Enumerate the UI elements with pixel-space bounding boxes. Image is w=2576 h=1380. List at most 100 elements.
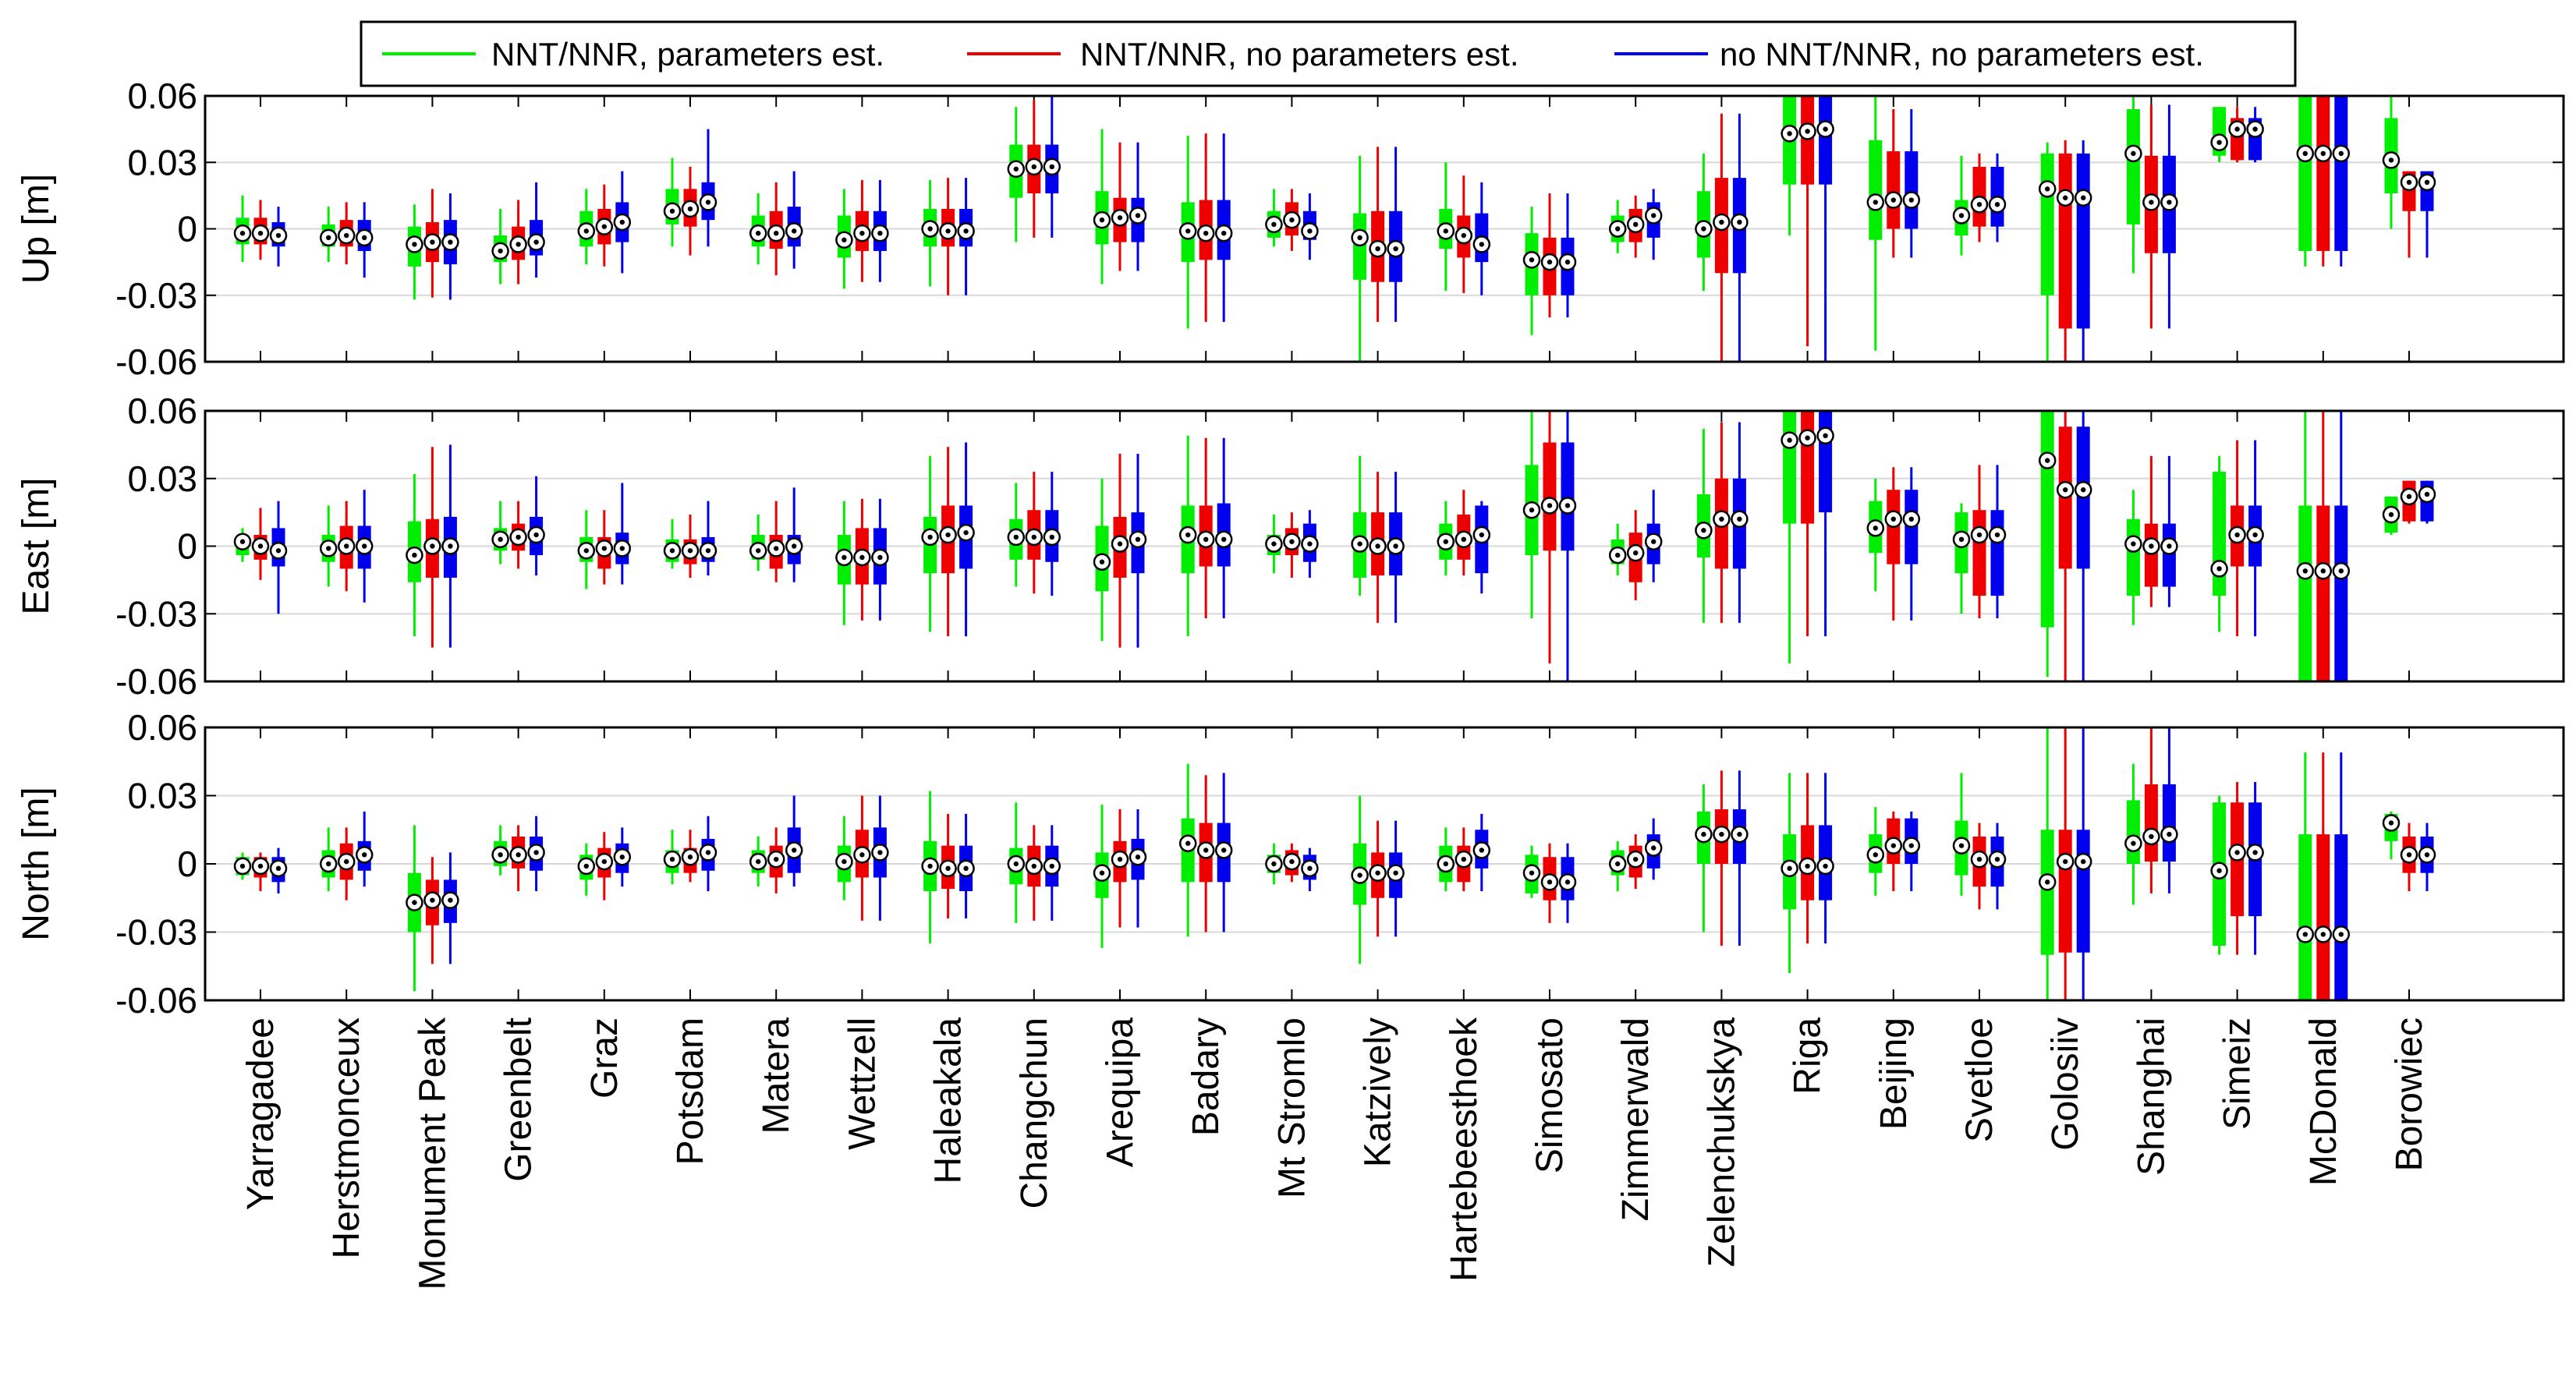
median-dot [2234, 532, 2240, 538]
median-dot [1890, 843, 1896, 848]
median-dot [927, 534, 933, 540]
median-dot [1031, 863, 1037, 869]
median-dot [1357, 541, 1362, 547]
median-dot [945, 532, 951, 538]
station-label: Yarragadee [240, 1017, 282, 1210]
y-tick-label: 0.06 [127, 391, 197, 431]
median-dot [842, 858, 847, 865]
box [1561, 442, 1575, 551]
median-dot [705, 850, 711, 855]
station-label: Simosato [1529, 1017, 1571, 1173]
median-dot [1529, 508, 1535, 513]
median-dot [1805, 863, 1810, 869]
median-dot [1393, 246, 1398, 252]
box [2298, 834, 2312, 1000]
median-dot [792, 847, 797, 853]
median-dot [859, 554, 865, 561]
median-dot [619, 855, 625, 860]
panel-north-frame [204, 726, 2565, 1002]
median-dot [1479, 242, 1485, 247]
median-dot [1564, 879, 1571, 885]
median-dot [2320, 150, 2326, 157]
box [1869, 140, 1883, 240]
median-dot [2063, 195, 2068, 200]
box [2058, 153, 2072, 329]
median-dot [2320, 568, 2326, 574]
station-label: Zelenchukskya [1701, 1017, 1742, 1267]
median-dot [2045, 879, 2050, 885]
y-tick-label: 0.03 [127, 458, 197, 499]
median-dot [1737, 516, 1742, 522]
median-dot [669, 208, 675, 214]
median-dot [344, 232, 349, 239]
median-dot [2131, 840, 2136, 846]
median-dot [842, 554, 847, 561]
median-dot [1805, 435, 1810, 441]
median-dot [687, 206, 693, 212]
median-dot [362, 852, 367, 858]
legend-label-1: NNT/NNR, no parameters est. [1080, 36, 1519, 73]
median-dot [669, 856, 675, 862]
median-dot [1221, 230, 1227, 236]
median-dot [2167, 831, 2172, 837]
station-label: Badary [1185, 1017, 1227, 1136]
station-label: Mt Stromlo [1271, 1017, 1313, 1198]
median-dot [756, 548, 761, 554]
median-dot [1221, 536, 1227, 543]
median-dot [2149, 833, 2154, 840]
median-dot [1289, 217, 1295, 223]
median-dot [1529, 870, 1535, 876]
y-tick-label: -0.03 [115, 912, 197, 953]
median-dot [1135, 536, 1141, 543]
median-dot [1958, 536, 1965, 543]
station-label: Zimmerwald [1615, 1017, 1657, 1221]
median-dot [1031, 164, 1037, 170]
median-dot [1117, 856, 1123, 862]
y-tick-label: -0.06 [115, 980, 197, 1021]
station-label: Herstmonceux [326, 1017, 367, 1258]
y-tick-label: 0.06 [127, 707, 197, 748]
median-dot [275, 232, 282, 239]
median-dot [1564, 259, 1571, 265]
median-dot [1135, 213, 1141, 218]
median-dot [1908, 843, 1914, 848]
median-dot [945, 228, 951, 234]
y-axis-label: Up [m] [16, 174, 57, 284]
median-dot [1615, 861, 1621, 867]
median-dot [1443, 861, 1449, 867]
median-dot [2388, 157, 2394, 163]
median-dot [1890, 197, 1896, 203]
median-dot [1633, 856, 1639, 862]
median-dot [2424, 179, 2430, 186]
median-dot [1823, 433, 1828, 439]
median-dot [2081, 195, 2086, 200]
station-label: Wettzell [842, 1017, 883, 1150]
median-dot [687, 855, 693, 860]
median-dot [533, 239, 539, 245]
median-dot [430, 897, 435, 903]
median-dot [1737, 219, 1742, 225]
median-dot [601, 858, 607, 865]
box [2076, 153, 2090, 329]
median-dot [1529, 257, 1535, 263]
median-dot [1719, 219, 1724, 225]
median-dot [2338, 568, 2344, 574]
median-dot [2252, 126, 2258, 132]
median-dot [2302, 150, 2308, 157]
median-dot [533, 532, 539, 538]
station-label: Beijing [1873, 1017, 1915, 1130]
station-label: Svetloe [1959, 1017, 2000, 1142]
y-tick-label: -0.03 [115, 275, 197, 316]
median-dot [1099, 217, 1105, 223]
station-label: Borowiec [2389, 1017, 2430, 1171]
median-dot [1547, 259, 1553, 265]
median-dot [774, 856, 779, 862]
median-dot [1307, 541, 1313, 547]
median-dot [774, 546, 779, 551]
median-dot [1461, 856, 1467, 862]
median-dot [1099, 870, 1105, 876]
median-dot [1375, 543, 1380, 549]
median-dot [705, 200, 711, 205]
median-dot [1185, 840, 1191, 846]
box [1353, 213, 1367, 280]
